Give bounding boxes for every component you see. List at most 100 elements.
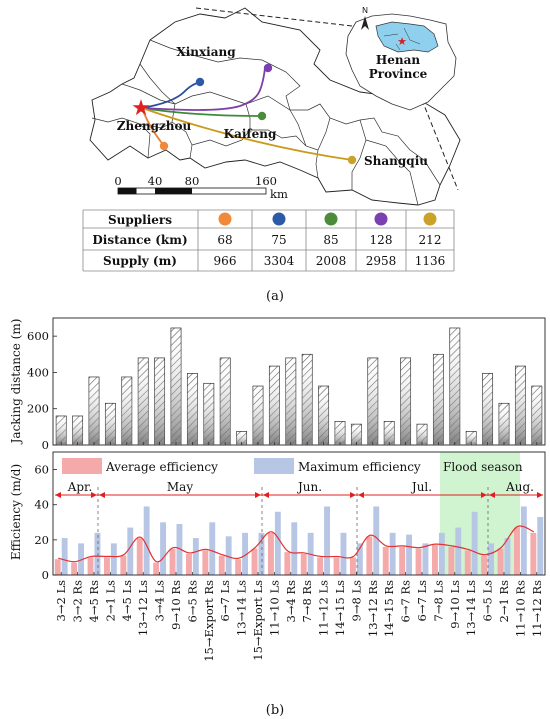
jacking-distance-bar-shade [88, 376, 100, 445]
maximum-efficiency-bar [455, 527, 462, 575]
city-label-zhengzhou: Zhengzhou [117, 119, 192, 133]
category-label: 15→Export Ls [251, 580, 265, 661]
supply-cell: 2958 [366, 254, 397, 268]
maximum-efficiency-bar [488, 543, 495, 575]
average-efficiency-bar [235, 559, 242, 575]
maximum-efficiency-bar [537, 517, 544, 575]
scale-tick: 0 [114, 174, 121, 188]
category-label: 3→4 Ls [153, 580, 167, 622]
jacking-distance-chart: 0 200 400 600 Jacking distance (m) [9, 317, 546, 452]
category-label: 11→10 Ls [267, 580, 281, 636]
henan-map: ★ N Henan Province ★ Xinxiang Zhengzhou … [89, 6, 461, 206]
supplier-table: Suppliers Distance (km) Supply (m) 68 966… [82, 209, 455, 272]
jacking-distance-bar-shade [220, 357, 231, 445]
route-2 [141, 81, 201, 109]
jacking-distance-bar-shade [105, 403, 116, 445]
category-label: 2→1 Rs [497, 580, 511, 623]
jacking-distance-bar-shade [400, 357, 411, 445]
jacking-distance-bar-shade [367, 357, 378, 445]
average-efficiency-bar [448, 546, 455, 575]
inset-connector-bottom [421, 99, 459, 191]
category-label: 9→10 Rs [169, 580, 183, 630]
average-efficiency-bar [169, 548, 176, 575]
month-arrow-icon [91, 492, 97, 498]
city-label-xinxiang: Xinxiang [176, 45, 236, 59]
month-label: May [167, 480, 193, 494]
legend-label-flood: Flood season [443, 460, 523, 474]
inset-connector-top [195, 7, 353, 27]
category-label: 2→1 Ls [103, 580, 117, 622]
chart1-ylabel: Jacking distance (m) [9, 319, 23, 446]
scale-unit: km [270, 187, 288, 201]
scale-tick: 80 [185, 174, 200, 188]
average-efficiency-bar [218, 555, 225, 575]
average-efficiency-bar [300, 553, 307, 575]
jacking-distance-bar-shade [170, 327, 182, 445]
chart1-frame [52, 317, 546, 446]
month-arrow-icon [255, 492, 261, 498]
month-arrow-icon [358, 492, 364, 498]
region-outline [89, 7, 461, 206]
category-label: 13→12 Rs [366, 580, 380, 637]
caption-b: (b) [266, 703, 284, 718]
jacking-distance-bar-shade [482, 373, 493, 445]
maximum-efficiency-bar [78, 543, 85, 575]
category-label: 3→2 Ls [54, 580, 68, 622]
average-efficiency-bar [317, 557, 324, 575]
jacking-distance-bar-shade [498, 403, 510, 445]
henan-province-shape [375, 21, 439, 53]
scale-tick: 40 [148, 174, 163, 188]
maximum-efficiency-bar [324, 506, 331, 575]
chart2-ytick-label: 60 [34, 463, 49, 477]
average-efficiency-bar [481, 555, 488, 575]
category-label: 7→8 Rs [300, 580, 314, 623]
supply-cell: 1136 [415, 254, 446, 268]
category-label: 6→7 Ls [415, 580, 429, 622]
average-efficiency-bar [71, 562, 78, 575]
chart1-ytick-label: 400 [27, 365, 49, 379]
month-arrow-icon [350, 492, 356, 498]
distance-cell: 128 [370, 233, 393, 247]
maximum-efficiency-bar [242, 532, 249, 575]
maximum-efficiency-bar [406, 534, 413, 575]
distance-cell: 75 [271, 233, 286, 247]
city-label-shangqiu: Shangqiu [364, 154, 428, 168]
jacking-distance-bar-shade [269, 366, 280, 445]
maximum-efficiency-bar [61, 538, 68, 575]
category-label: 6→5 Rs [185, 580, 199, 623]
category-label: 9→10 Ls [448, 580, 462, 629]
jacking-distance-bar-shade [466, 431, 477, 445]
category-label: 11→12 Ls [317, 580, 331, 636]
row-label-distance: Distance (km) [92, 233, 187, 247]
month-arrow-icon [263, 492, 269, 498]
jacking-distance-bar-shade [72, 415, 83, 445]
route-3 [141, 107, 263, 117]
supplier-dot-4 [263, 63, 273, 73]
caption-a: (a) [266, 289, 284, 304]
supplier-dot-5 [423, 212, 437, 226]
scale-bar: 0 40 80 160 km [114, 174, 288, 201]
legend-swatch-average [62, 458, 102, 474]
supplier-dot-1 [218, 212, 232, 226]
month-label: Aug. [505, 480, 534, 494]
maximum-efficiency-bar [389, 532, 396, 575]
maximum-efficiency-bar [110, 543, 117, 575]
average-efficiency-bar [251, 548, 258, 575]
jacking-distance-bar-shade [515, 366, 526, 445]
category-label: 14→15 Rs [382, 580, 396, 637]
category-label: 11→12 Rs [530, 580, 544, 637]
category-label: 14→15 Ls [333, 580, 347, 636]
supplier-dot-3 [257, 111, 267, 121]
maximum-efficiency-bar [291, 522, 298, 575]
month-arrow-icon [55, 492, 61, 498]
average-efficiency-bar [103, 557, 110, 575]
legend-label-maximum: Maximum efficiency [298, 460, 421, 474]
average-efficiency-bar [382, 546, 389, 575]
category-label: 9→8 Ls [349, 580, 363, 622]
inset-label-henan: Henan [376, 53, 420, 67]
average-efficiency-bar [399, 546, 406, 575]
category-label: 15→Export Rs [202, 580, 216, 662]
route-5 [141, 107, 353, 161]
jacking-distance-bar-shade [285, 357, 296, 445]
